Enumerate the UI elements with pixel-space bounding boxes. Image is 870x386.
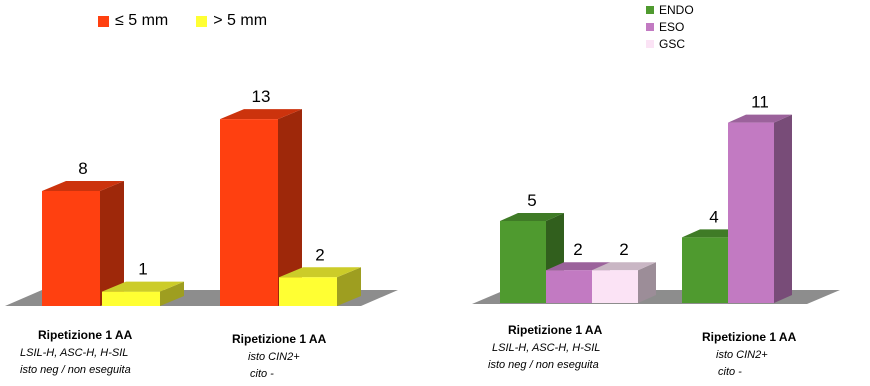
data-label: 2 (619, 240, 628, 259)
bar (728, 122, 774, 303)
category-title: Ripetizione 1 AA (702, 330, 797, 344)
legend-swatch (646, 22, 654, 31)
category-subtitle: isto CIN2+ (716, 349, 768, 361)
data-label: 13 (252, 87, 271, 106)
legend-label: ESO (659, 19, 685, 34)
bar (546, 270, 592, 303)
category-subtitle: LSIL-H, ASC-H, H-SIL (20, 347, 129, 359)
category-label: Ripetizione 1 AA isto CIN2+ cito - (702, 330, 796, 383)
bar-side (774, 114, 792, 303)
bar-top (592, 262, 656, 271)
bar (102, 291, 160, 306)
bar (500, 221, 546, 303)
legend-swatch (646, 5, 654, 14)
category-title: Ripetizione 1 AA (232, 332, 327, 346)
legend-chart-1: ≤ 5 mm > 5 mm (98, 12, 267, 30)
data-label: 1 (138, 260, 147, 279)
legend-item-gsc: GSC (646, 36, 685, 51)
legend-item-gt5mm: > 5 mm (196, 12, 267, 30)
bar-side (337, 267, 361, 306)
legend-swatch (646, 39, 654, 48)
legend-item-endo: ENDO (646, 2, 694, 17)
category-subtitle: LSIL-H, ASC-H, H-SIL (492, 342, 601, 354)
bar-top (102, 281, 184, 292)
category-subtitle: isto CIN2+ (248, 351, 300, 363)
data-label: 2 (315, 245, 324, 264)
bar (220, 119, 278, 306)
category-subtitle: isto neg / non eseguita (20, 364, 131, 376)
bar-top (42, 181, 124, 191)
bar-top (546, 262, 610, 271)
bar-side (638, 262, 656, 303)
category-label: Ripetizione 1 AA LSIL-H, ASC-H, H-SIL is… (20, 328, 132, 381)
legend-label: GSC (659, 36, 686, 51)
legend-chart-2: ENDO ESO GSC (646, 2, 694, 51)
category-title: Ripetizione 1 AA (38, 328, 133, 342)
bar (682, 237, 728, 303)
data-label: 5 (527, 191, 536, 210)
legend-label: ≤ 5 mm (115, 12, 169, 29)
category-label: Ripetizione 1 AA isto CIN2+ cito - (232, 332, 326, 385)
category-subtitle: cito - (250, 368, 274, 380)
data-label: 4 (709, 207, 718, 226)
category-title: Ripetizione 1 AA (508, 323, 603, 337)
bar (592, 270, 638, 303)
bar-top (220, 109, 302, 120)
legend-swatch (196, 15, 208, 27)
legend-label: > 5 mm (213, 12, 268, 29)
bar-side (278, 109, 302, 306)
data-label: 2 (573, 240, 582, 259)
category-label: Ripetizione 1 AA LSIL-H, ASC-H, H-SIL is… (488, 323, 602, 376)
legend-label: ENDO (659, 2, 694, 17)
bar-top (500, 213, 564, 221)
legend-item-le5mm: ≤ 5 mm (98, 12, 168, 30)
bar-top (279, 267, 361, 278)
bar (42, 191, 100, 306)
category-subtitle: isto neg / non eseguita (488, 359, 599, 371)
legend-swatch (98, 15, 109, 27)
bar-top (728, 114, 792, 123)
legend-item-eso: ESO (646, 19, 684, 34)
category-subtitle: cito - (718, 366, 742, 378)
bar-side (100, 181, 124, 306)
data-label: 8 (78, 159, 87, 178)
data-label: 11 (751, 93, 769, 112)
bar-side (160, 281, 184, 306)
bar (279, 277, 337, 306)
